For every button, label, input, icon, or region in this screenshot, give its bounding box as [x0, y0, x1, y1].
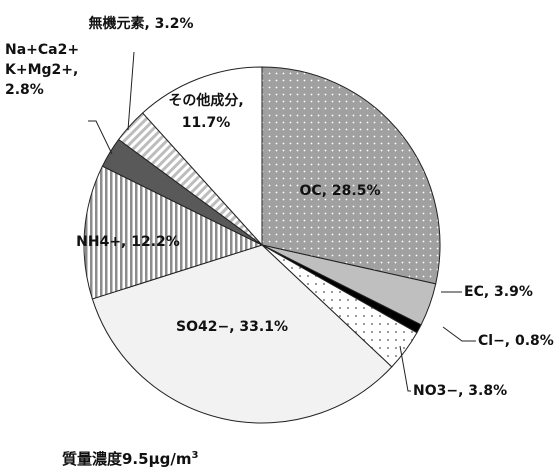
pie-slice-slice-6: [83, 165, 263, 300]
slice-label-slice-2: EC, 3.9%: [464, 284, 533, 300]
pie-slices: [83, 66, 441, 424]
leader-line-slice-8: [127, 51, 135, 131]
slice-label-line: 11.7%: [182, 115, 231, 131]
slice-label-slice-7: Na+Ca2+ K+Mg2+, 2.8%: [5, 42, 79, 98]
slice-label-slice-3: Cl−, 0.8%: [478, 333, 554, 349]
slice-label-slice-8: 無機元素, 3.2%: [88, 15, 193, 32]
slice-labels: OC, 28.5% EC, 3.9% Cl−, 0.8% NO3−, 3.8% SO42…: [5, 15, 554, 399]
caption-unit: μg/m: [148, 450, 192, 468]
leader-line-slice-7: [88, 120, 113, 155]
slice-label-slice-6: NH4+, 12.2%: [76, 234, 180, 250]
slice-label-slice-9: その他成分, 11.7%: [168, 92, 243, 131]
slice-label-line: NH4+, 12.2%: [76, 234, 180, 250]
leader-line-slice-4: [399, 345, 411, 392]
slice-label-line: Cl−, 0.8%: [478, 333, 554, 349]
slice-label-line: Na+Ca2+: [5, 42, 79, 58]
slice-label-line: NO3−, 3.8%: [413, 383, 507, 399]
leader-line-slice-3: [442, 326, 476, 342]
slice-label-line: SO42−, 33.1%: [176, 319, 288, 335]
caption-prefix: 質量濃度9.5: [62, 450, 149, 468]
slice-label-line: 無機元素, 3.2%: [88, 15, 193, 32]
pie-slice-slice-5: [91, 244, 393, 424]
slice-label-slice-5: SO42−, 33.1%: [176, 319, 288, 335]
caption-unit-superscript: 3: [191, 450, 199, 461]
pie-slice-slice-1: [261, 66, 441, 285]
slice-label-slice-4: NO3−, 3.8%: [413, 383, 507, 399]
slice-label-line: 2.8%: [5, 82, 44, 98]
slice-label-line: その他成分,: [168, 92, 243, 109]
slice-label-line: K+Mg2+,: [5, 62, 78, 78]
slice-label-slice-1: OC, 28.5%: [300, 183, 381, 199]
slice-label-line: EC, 3.9%: [464, 284, 533, 300]
mass-concentration-caption: 質量濃度9.5μg/m3: [62, 448, 198, 469]
pie-slice-slice-9: [142, 66, 263, 246]
slice-label-line: OC, 28.5%: [300, 183, 381, 199]
leader-lines: [88, 51, 476, 392]
